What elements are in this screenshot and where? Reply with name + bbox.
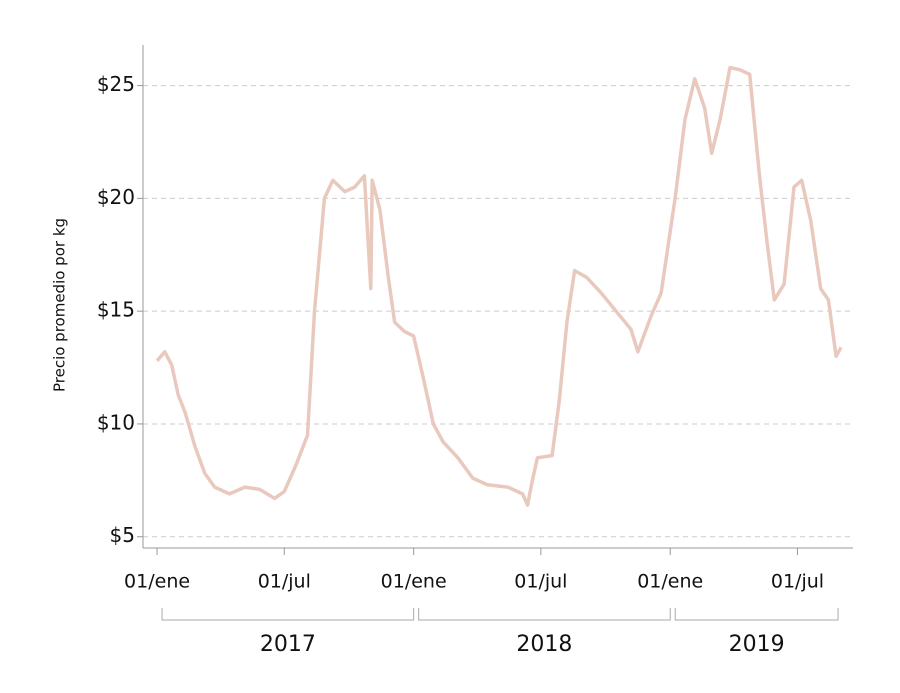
x-tick-label: 01/ene: [124, 571, 190, 593]
year-bracket: [674, 608, 839, 621]
x-tick-label: 01/jul: [258, 571, 311, 593]
y-tick-label: $20: [97, 185, 135, 209]
x-tick-label: 01/jul: [514, 571, 567, 593]
y-axis-label: Precio promedio por kg: [51, 218, 69, 392]
x-tick-label: 01/ene: [381, 571, 447, 593]
year-label: 2017: [260, 632, 316, 657]
year-label: 2018: [516, 632, 572, 657]
year-label: 2019: [729, 632, 785, 657]
y-tick-label: $10: [97, 410, 135, 434]
x-tick-label: 01/ene: [637, 571, 703, 593]
y-tick-label: $25: [97, 72, 135, 96]
year-bracket: [161, 608, 415, 621]
year-bracket: [418, 608, 671, 621]
y-tick-label: $5: [110, 523, 135, 547]
y-tick-label: $15: [97, 298, 135, 322]
x-tick-label: 01/jul: [771, 571, 824, 593]
series-line: [155, 65, 843, 507]
